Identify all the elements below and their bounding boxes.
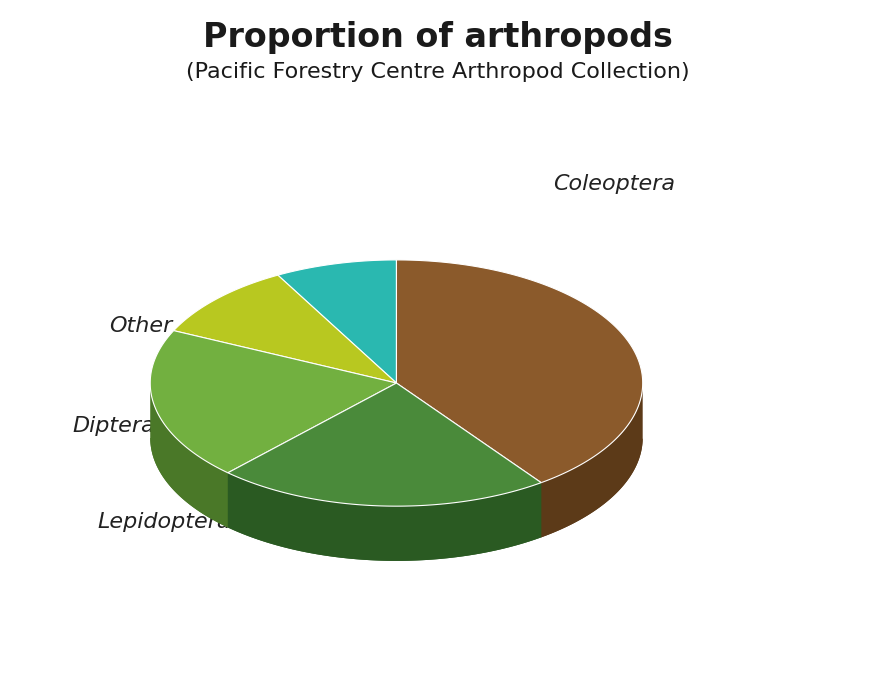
Polygon shape bbox=[150, 383, 228, 527]
Text: Proportion of arthropods: Proportion of arthropods bbox=[202, 21, 673, 53]
Polygon shape bbox=[228, 383, 396, 527]
Polygon shape bbox=[228, 473, 542, 561]
Text: Lepidoptera: Lepidoptera bbox=[97, 512, 231, 532]
Polygon shape bbox=[228, 383, 396, 527]
Polygon shape bbox=[396, 383, 542, 538]
Polygon shape bbox=[173, 275, 396, 383]
Polygon shape bbox=[228, 438, 542, 561]
Text: Hymenoptera: Hymenoptera bbox=[438, 393, 591, 413]
Polygon shape bbox=[396, 383, 542, 538]
Polygon shape bbox=[150, 330, 396, 473]
Text: (Pacific Forestry Centre Arthropod Collection): (Pacific Forestry Centre Arthropod Colle… bbox=[186, 62, 690, 81]
Polygon shape bbox=[396, 438, 643, 538]
Polygon shape bbox=[150, 438, 396, 527]
Polygon shape bbox=[228, 383, 542, 506]
Polygon shape bbox=[542, 384, 643, 538]
Text: Coleoptera: Coleoptera bbox=[553, 174, 676, 194]
Polygon shape bbox=[278, 260, 396, 383]
Text: Diptera: Diptera bbox=[72, 416, 155, 436]
Polygon shape bbox=[396, 260, 643, 483]
Text: Other: Other bbox=[109, 317, 173, 337]
